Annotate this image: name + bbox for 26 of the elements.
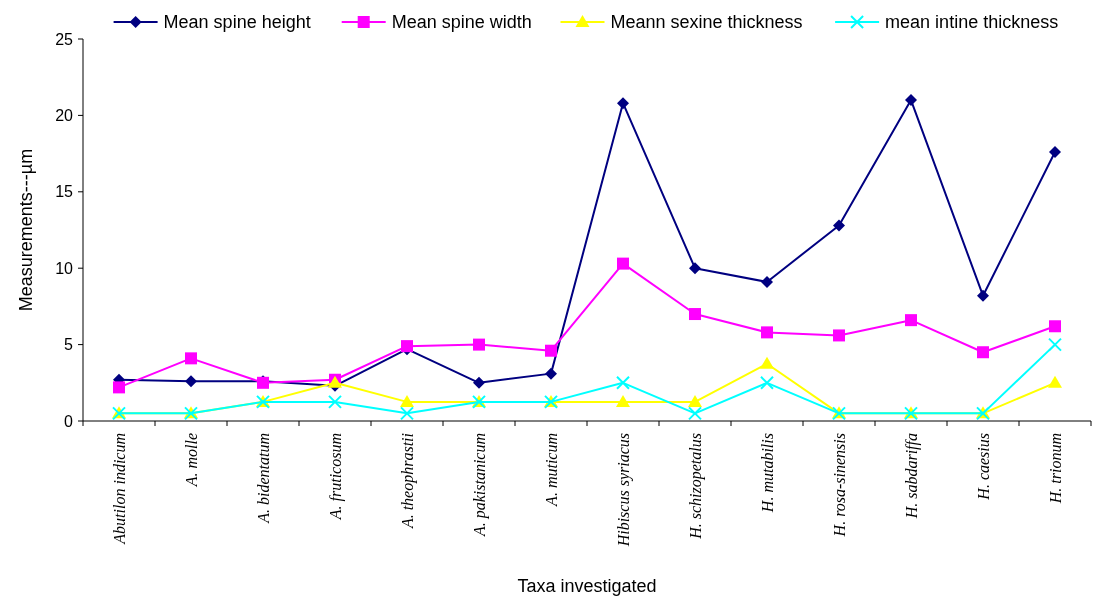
x-tick-label: A. muticum [542,433,560,507]
y-tick-label: 25 [55,30,74,48]
x-tick-label: H. mutabilis [758,433,776,514]
x-tick-label: Abutilon indicum [110,433,128,545]
x-tick-label: A. molle [182,433,200,488]
x-tick-label: H. rosa-sinensis [830,433,848,538]
y-tick-label: 20 [55,107,74,124]
x-tick-label: H. trionum [1046,433,1064,505]
legend-label: mean intine thickness [885,12,1059,33]
x-tick-label: A. theophrastii [398,433,417,530]
legend-label: Meann sexine thickness [610,12,803,33]
legend-label: Mean spine height [163,12,311,33]
y-tick-label: 5 [64,336,74,354]
y-axis-title: Measurements---µm [16,148,36,312]
x-tick-label: A. bidentatum [254,433,272,524]
x-tick-label: A. pakistanicum [470,433,489,538]
x-tick-label: H. sabdariffa [902,433,921,520]
x-tick-label: A. fruticosum [326,433,345,521]
y-tick-label: 10 [55,259,74,277]
x-axis-title: Taxa investigated [517,576,657,596]
x-tick-label: H. schizopetalus [686,433,705,540]
x-tick-label: Hibiscus syriacus [614,433,633,548]
x-tick-label: H. caesius [974,433,992,501]
legend-label: Mean spine width [391,12,532,33]
y-tick-label: 0 [64,412,74,430]
y-tick-label: 15 [55,183,74,201]
